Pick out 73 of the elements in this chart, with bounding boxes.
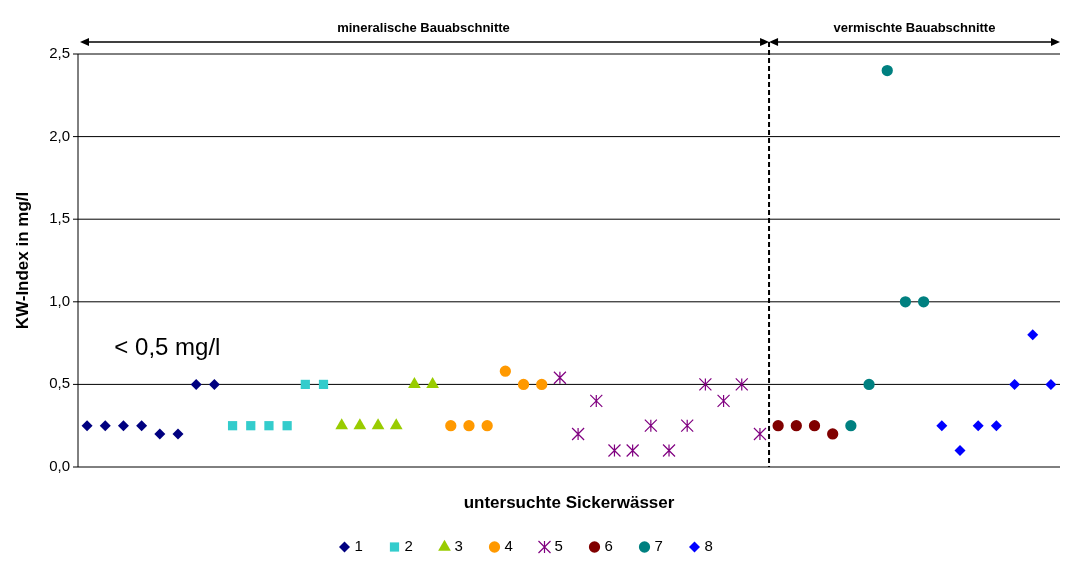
point (408, 377, 421, 389)
point (753, 427, 767, 441)
annotation: < 0,5 mg/l (114, 332, 221, 360)
point (136, 420, 148, 432)
point (790, 420, 802, 432)
legend-label: 8 (704, 536, 713, 554)
point (990, 420, 1002, 432)
point (99, 420, 111, 432)
y-tick-label: 1,0 (49, 291, 70, 309)
point (808, 420, 821, 432)
point (264, 421, 274, 431)
x-axis-title: untersuchte Sickerwässer (463, 493, 675, 512)
point (371, 418, 385, 430)
text: vermischte Bauabschnitte (833, 20, 996, 35)
point (972, 420, 984, 432)
y-tick-label: 2,0 (49, 126, 70, 144)
point (536, 378, 548, 391)
point (335, 418, 349, 430)
y-tick-label: 1,5 (49, 209, 70, 227)
point (499, 365, 511, 377)
point (899, 296, 912, 308)
point (626, 443, 640, 458)
point (172, 428, 184, 440)
point (426, 377, 439, 389)
point (589, 394, 603, 408)
point (716, 394, 731, 408)
point (154, 428, 166, 440)
point (389, 418, 403, 430)
point (772, 420, 784, 432)
point (954, 444, 966, 456)
point (917, 296, 930, 308)
y-tick-label: 0,5 (49, 374, 70, 392)
text: mineralische Bauabschnitte (337, 20, 510, 35)
point (282, 421, 292, 431)
point (117, 420, 129, 432)
point (936, 420, 948, 432)
point (481, 420, 493, 432)
y-tick-label: 0,0 (49, 456, 70, 474)
point (1009, 378, 1021, 390)
y-axis-title: KW-Index in mg/l (13, 191, 32, 330)
point (863, 378, 875, 391)
point (845, 420, 857, 432)
point (553, 371, 567, 385)
point (81, 420, 93, 432)
point (463, 420, 475, 432)
point (445, 420, 457, 432)
point (227, 421, 238, 431)
point (246, 421, 256, 431)
point (208, 378, 220, 390)
point (680, 419, 694, 433)
point (571, 427, 585, 441)
point (735, 377, 749, 391)
legend-label: 5 (554, 536, 563, 554)
point (517, 378, 530, 391)
point (190, 378, 202, 390)
point (300, 379, 310, 390)
y-tick-label: 2,5 (49, 43, 70, 61)
point (1027, 329, 1039, 341)
point (827, 428, 839, 440)
point (881, 64, 893, 77)
legend-label: 6 (604, 536, 613, 554)
legend-label: 4 (504, 536, 513, 554)
point (662, 443, 676, 458)
point (607, 443, 622, 458)
legend-label: 2 (404, 536, 413, 554)
legend-label: 7 (654, 536, 663, 554)
point (353, 418, 367, 430)
point (644, 419, 658, 433)
legend-label: 3 (454, 536, 463, 554)
point (698, 377, 712, 391)
point (318, 379, 329, 390)
point (1045, 378, 1057, 390)
legend-label: 1 (354, 536, 363, 554)
